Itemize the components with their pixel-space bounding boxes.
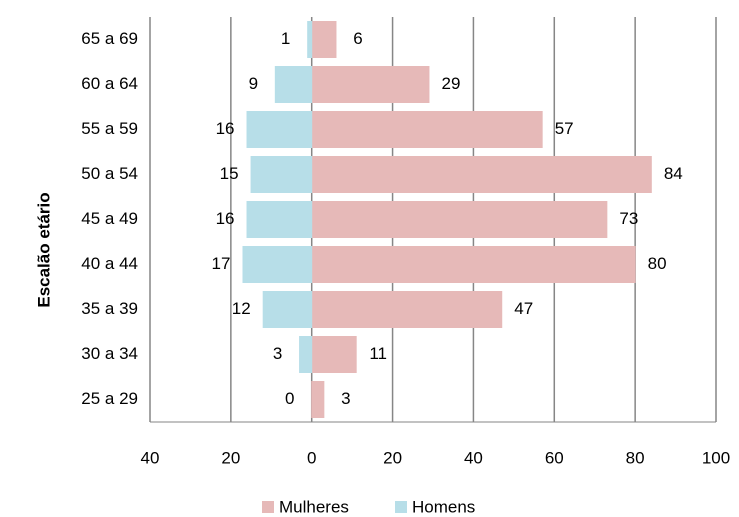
x-tick-label: 0 xyxy=(307,448,316,467)
data-label: 15 xyxy=(220,164,239,183)
bar xyxy=(262,291,313,328)
bar xyxy=(311,291,503,328)
bar xyxy=(311,21,337,58)
data-label: 9 xyxy=(249,74,258,93)
data-label: 1 xyxy=(281,29,290,48)
x-tick-label: 20 xyxy=(383,448,402,467)
bar xyxy=(311,201,608,238)
y-tick-label: 55 a 59 xyxy=(81,119,138,138)
y-tick-label: 60 a 64 xyxy=(81,74,138,93)
y-tick-label: 40 a 44 xyxy=(81,254,138,273)
bar xyxy=(246,111,313,148)
bar xyxy=(311,381,325,418)
y-tick-label: 30 a 34 xyxy=(81,344,138,363)
legend-swatch xyxy=(262,501,274,513)
data-label: 6 xyxy=(353,29,362,48)
data-label: 3 xyxy=(341,389,350,408)
legend-label: Mulheres xyxy=(279,497,349,516)
y-tick-label: 45 a 49 xyxy=(81,209,138,228)
y-tick-label: 65 a 69 xyxy=(81,29,138,48)
legend-swatch xyxy=(395,501,407,513)
bar xyxy=(311,336,357,373)
y-tick-label: 50 a 54 xyxy=(81,164,138,183)
x-tick-label: 80 xyxy=(626,448,645,467)
data-label: 47 xyxy=(514,299,533,318)
data-label: 80 xyxy=(648,254,667,273)
data-label: 0 xyxy=(285,389,294,408)
bar xyxy=(307,21,313,58)
x-tick-label: 60 xyxy=(545,448,564,467)
x-tick-label: 40 xyxy=(141,448,160,467)
y-tick-label: 35 a 39 xyxy=(81,299,138,318)
x-tick-label: 20 xyxy=(221,448,240,467)
data-label: 73 xyxy=(619,209,638,228)
bar xyxy=(311,246,636,283)
data-label: 16 xyxy=(216,209,235,228)
data-label: 12 xyxy=(232,299,251,318)
data-label: 3 xyxy=(273,344,282,363)
legend-label: Homens xyxy=(412,497,475,516)
bar xyxy=(311,156,652,193)
bar xyxy=(311,111,543,148)
data-label: 16 xyxy=(216,119,235,138)
data-label: 84 xyxy=(664,164,683,183)
bar xyxy=(311,66,430,103)
x-tick-label: 100 xyxy=(702,448,730,467)
x-tick-label: 40 xyxy=(464,448,483,467)
data-label: 29 xyxy=(441,74,460,93)
y-axis-title: Escalão etário xyxy=(34,192,53,307)
bar xyxy=(242,246,313,283)
bar xyxy=(246,201,313,238)
y-tick-label: 25 a 29 xyxy=(81,389,138,408)
data-label: 57 xyxy=(555,119,574,138)
bar xyxy=(250,156,313,193)
data-label: 17 xyxy=(212,254,231,273)
bar xyxy=(299,336,313,373)
data-label: 11 xyxy=(369,344,387,363)
bar xyxy=(274,66,313,103)
